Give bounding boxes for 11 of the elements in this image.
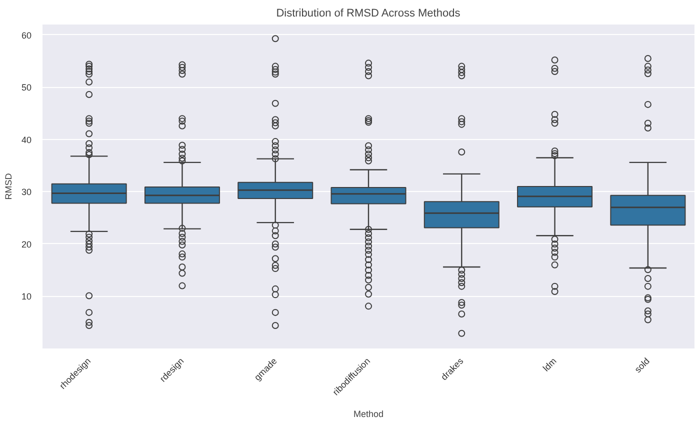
y-tick-label: 10 [21, 292, 32, 302]
y-tick-label: 60 [21, 30, 32, 40]
x-tick-label: ldm [540, 356, 558, 374]
chart-title: Distribution of RMSD Across Methods [276, 8, 461, 20]
x-axis-title: Method [353, 408, 384, 419]
y-tick-label: 40 [21, 134, 32, 145]
y-tick-label: 50 [21, 82, 32, 93]
y-tick-label: 30 [21, 187, 32, 198]
x-tick-label: sold [632, 356, 652, 375]
y-tick-label: 20 [21, 239, 32, 250]
y-axis-title: RMSD [3, 172, 14, 200]
